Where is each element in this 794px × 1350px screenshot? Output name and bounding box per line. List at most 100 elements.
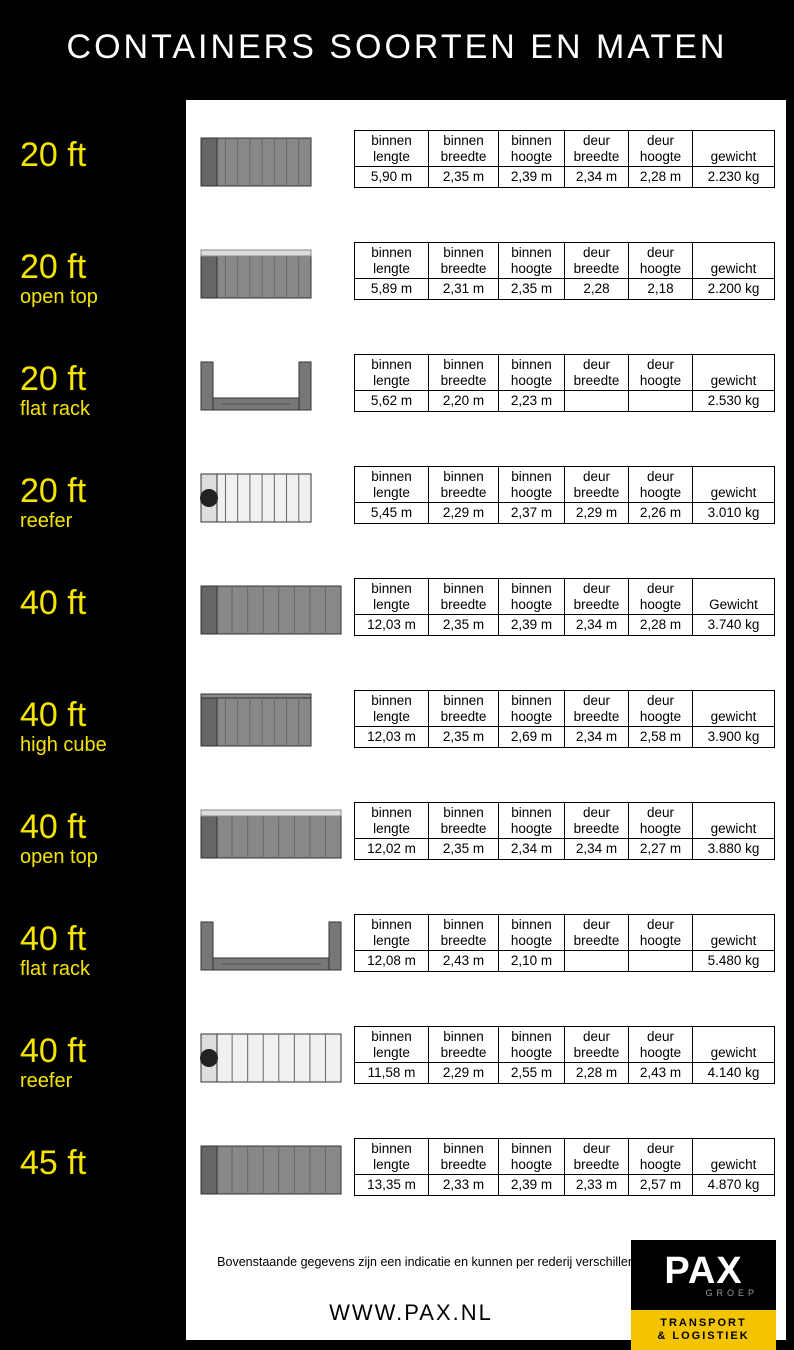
spec-header: deurbreedte [565, 1139, 629, 1175]
spec-header: deurhoogte [629, 1139, 693, 1175]
container-icon [196, 1024, 346, 1094]
spec-value: 2,28 m [565, 1063, 629, 1084]
spec-header: deurbreedte [565, 131, 629, 167]
spec-value: 2,43 m [429, 951, 499, 972]
spec-value: 2,28 m [629, 615, 693, 636]
spec-value: 2,58 m [629, 727, 693, 748]
spec-header: binnenhoogte [499, 131, 565, 167]
spec-value: 2.530 kg [693, 391, 775, 412]
spec-header: binnenhoogte [499, 467, 565, 503]
spec-value: 11,58 m [355, 1063, 429, 1084]
spec-header: deurbreedte [565, 243, 629, 279]
container-icon [196, 576, 346, 646]
container-type-label: 40 ftflat rack [20, 922, 180, 980]
spec-header: deurbreedte [565, 915, 629, 951]
spec-value: 5.480 kg [693, 951, 775, 972]
spec-value [629, 951, 693, 972]
spec-header: Gewicht [693, 579, 775, 615]
page-header: CONTAINERS SOORTEN EN MATEN [0, 0, 794, 89]
spec-header: binnenbreedte [429, 243, 499, 279]
spec-value: 5,90 m [355, 167, 429, 188]
spec-table: binnenlengtebinnenbreedtebinnenhoogtedeu… [354, 354, 775, 412]
spec-value: 3.900 kg [693, 727, 775, 748]
spec-header: binnenbreedte [429, 467, 499, 503]
spec-value: 2,35 m [429, 615, 499, 636]
spec-value: 4.870 kg [693, 1175, 775, 1196]
container-subtype: flat rack [20, 958, 180, 980]
spec-header: gewicht [693, 243, 775, 279]
logo-tagline-1: TRANSPORT [660, 1317, 746, 1330]
spec-value: 2,33 m [565, 1175, 629, 1196]
container-size: 40 ft [20, 698, 180, 732]
spec-header: binnenlengte [355, 355, 429, 391]
spec-header: gewicht [693, 1139, 775, 1175]
spec-header: deurbreedte [565, 467, 629, 503]
spec-header: binnenhoogte [499, 243, 565, 279]
spec-value: 2,34 m [499, 839, 565, 860]
container-size: 40 ft [20, 1034, 180, 1068]
container-type-label: 20 ft [20, 138, 180, 172]
spec-header: binnenhoogte [499, 691, 565, 727]
spec-value: 2.230 kg [693, 167, 775, 188]
spec-value: 2,34 m [565, 615, 629, 636]
spec-header: deurhoogte [629, 355, 693, 391]
spec-header: binnenlengte [355, 243, 429, 279]
spec-value: 12,03 m [355, 727, 429, 748]
spec-value: 5,62 m [355, 391, 429, 412]
spec-header: deurhoogte [629, 131, 693, 167]
container-size: 45 ft [20, 1146, 180, 1180]
container-type-label: 40 ftopen top [20, 810, 180, 868]
spec-value: 2,35 m [429, 727, 499, 748]
container-subtype: open top [20, 846, 180, 868]
container-subtype: open top [20, 286, 180, 308]
container-icon [196, 800, 346, 870]
spec-header: binnenhoogte [499, 355, 565, 391]
spec-value: 2,39 m [499, 615, 565, 636]
spec-value: 2,57 m [629, 1175, 693, 1196]
container-size: 40 ft [20, 922, 180, 956]
container-size: 20 ft [20, 138, 180, 172]
page-title: CONTAINERS SOORTEN EN MATEN [20, 28, 774, 67]
spec-value: 2,39 m [499, 1175, 565, 1196]
spec-value: 12,08 m [355, 951, 429, 972]
website-url: WWW.PAX.NL [286, 1300, 536, 1326]
container-size: 20 ft [20, 362, 180, 396]
spec-header: binnenhoogte [499, 915, 565, 951]
spec-header: binnenhoogte [499, 579, 565, 615]
spec-header: binnenlengte [355, 1027, 429, 1063]
spec-value: 2,28 m [629, 167, 693, 188]
spec-header: gewicht [693, 1027, 775, 1063]
spec-value: 5,45 m [355, 503, 429, 524]
container-type-label: 40 ft [20, 586, 180, 620]
spec-value: 2,29 m [565, 503, 629, 524]
company-logo: PAX GROEP TRANSPORT & LOGISTIEK [631, 1240, 776, 1350]
container-type-label: 45 ft [20, 1146, 180, 1180]
spec-header: deurbreedte [565, 355, 629, 391]
spec-table: binnenlengtebinnenbreedtebinnenhoogtedeu… [354, 914, 775, 972]
logo-bottom: TRANSPORT & LOGISTIEK [631, 1310, 776, 1350]
container-size: 40 ft [20, 810, 180, 844]
logo-top: PAX GROEP [631, 1240, 776, 1310]
spec-header: gewicht [693, 915, 775, 951]
spec-value: 2,34 m [565, 167, 629, 188]
container-icon [196, 912, 346, 982]
spec-header: deurbreedte [565, 691, 629, 727]
spec-value [629, 391, 693, 412]
spec-header: deurhoogte [629, 803, 693, 839]
spec-table: binnenlengtebinnenbreedtebinnenhoogtedeu… [354, 130, 775, 188]
spec-header: deurbreedte [565, 1027, 629, 1063]
spec-header: gewicht [693, 691, 775, 727]
spec-header: binnenlengte [355, 131, 429, 167]
container-type-label: 20 ftflat rack [20, 362, 180, 420]
spec-header: deurhoogte [629, 691, 693, 727]
spec-header: binnenbreedte [429, 579, 499, 615]
spec-header: binnenlengte [355, 579, 429, 615]
spec-value [565, 391, 629, 412]
spec-table: binnenlengtebinnenbreedtebinnenhoogtedeu… [354, 242, 775, 300]
spec-header: binnenbreedte [429, 1139, 499, 1175]
spec-header: deurbreedte [565, 579, 629, 615]
main-panel: binnenlengtebinnenbreedtebinnenhoogtedeu… [186, 100, 786, 1340]
container-subtype: flat rack [20, 398, 180, 420]
container-subtype: high cube [20, 734, 180, 756]
spec-header: gewicht [693, 131, 775, 167]
